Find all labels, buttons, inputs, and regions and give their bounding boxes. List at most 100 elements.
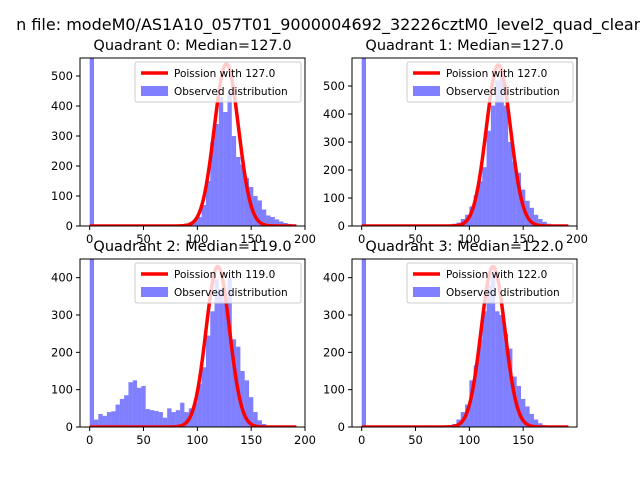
x-tick-label: 100 xyxy=(186,433,208,447)
axes-frame xyxy=(79,258,306,428)
histogram-bar xyxy=(477,339,483,427)
y-tick-label: 200 xyxy=(323,345,345,359)
legend: Poission with 127.0 Observed distribution xyxy=(134,61,302,103)
histogram-bar xyxy=(223,300,228,427)
histogram-bar xyxy=(197,384,202,427)
x-tick-label: 0 xyxy=(86,232,93,246)
y-tick-label: 0 xyxy=(66,420,73,434)
histogram-bar xyxy=(270,217,275,226)
legend-label: Observed distribution xyxy=(446,86,560,98)
histogram-bar xyxy=(162,417,168,427)
histogram-bar xyxy=(490,105,496,226)
plot-area xyxy=(88,58,298,226)
histogram-bar xyxy=(538,219,543,226)
histogram-bar xyxy=(128,382,133,427)
x-tick-label: 150 xyxy=(512,433,534,447)
figure-suptitle: n file: modeM0/AS1A10_057T01_9000004692_… xyxy=(16,15,640,35)
histogram-bar xyxy=(89,58,94,226)
histogram-bar xyxy=(218,97,224,226)
x-tick-label: 150 xyxy=(240,433,262,447)
axes-frame xyxy=(79,57,306,227)
histogram-bar xyxy=(244,178,250,226)
y-tick-label: 400 xyxy=(51,271,73,285)
histogram-bar xyxy=(98,413,103,427)
histogram-bar xyxy=(180,402,185,427)
histogram-bar xyxy=(249,397,254,427)
x-tick-label: 50 xyxy=(408,433,423,447)
x-tick-label: 150 xyxy=(240,232,262,246)
y-tick-label: 300 xyxy=(323,308,345,322)
x-tick-label: 200 xyxy=(566,232,588,246)
y-tick-label: 400 xyxy=(51,99,73,113)
histogram-bar xyxy=(124,395,129,427)
histogram-bar xyxy=(167,408,172,427)
histogram-bar xyxy=(490,273,496,427)
legend-label: Poission with 119.0 xyxy=(174,269,275,281)
histogram-bar xyxy=(495,311,500,427)
histogram-bar xyxy=(499,74,504,226)
subplot-quadrant-1: 0 50 100 150 200 0 100 200 300 400 500 Quadrant 1: … xyxy=(323,38,588,246)
y-tick-label: 0 xyxy=(338,219,345,233)
histogram-bar xyxy=(508,142,513,226)
plot-area xyxy=(88,259,298,427)
y-tick-label: 500 xyxy=(323,79,345,93)
histogram-bar xyxy=(503,333,509,427)
x-tick-label: 100 xyxy=(458,433,480,447)
x-tick-label: 200 xyxy=(294,433,316,447)
histogram-bar xyxy=(240,371,245,427)
subplot-title: Quadrant 1: Median=127.0 xyxy=(365,38,563,54)
legend-label: Poission with 127.0 xyxy=(174,68,275,80)
x-tick-label: 0 xyxy=(86,433,93,447)
histogram-bar xyxy=(214,124,219,226)
histogram-bar xyxy=(361,259,366,427)
histogram-bar xyxy=(469,380,474,427)
histogram-bar xyxy=(236,157,241,226)
histogram-bar xyxy=(244,380,250,427)
histogram-bar xyxy=(137,387,142,427)
histogram-bar xyxy=(227,91,232,226)
y-tick-label: 100 xyxy=(323,383,345,397)
histogram-bar xyxy=(149,410,155,427)
x-tick-label: 150 xyxy=(512,232,534,246)
histogram-bar xyxy=(529,413,534,427)
histogram-bar xyxy=(145,409,150,427)
y-tick-label: 500 xyxy=(51,69,73,83)
y-tick-label: 400 xyxy=(323,107,345,121)
y-tick-label: 300 xyxy=(323,135,345,149)
histogram-bar xyxy=(279,221,284,226)
y-tick-label: 200 xyxy=(51,345,73,359)
x-tick-label: 100 xyxy=(458,232,480,246)
histogram-bar xyxy=(525,406,530,427)
histogram-bar xyxy=(482,311,487,427)
subplot-title: Quadrant 3: Median=122.0 xyxy=(365,239,563,255)
x-tick-label: 0 xyxy=(358,232,365,246)
histogram-bar xyxy=(274,219,280,226)
histogram-bar xyxy=(473,365,478,427)
histogram-bar xyxy=(257,420,262,427)
histogram-bar xyxy=(158,412,163,427)
histogram-bar xyxy=(227,277,232,427)
x-tick-label: 100 xyxy=(186,232,208,246)
histogram-bar xyxy=(106,412,112,427)
plot-area xyxy=(360,58,570,226)
histogram-bar xyxy=(197,217,202,226)
histogram-bar xyxy=(205,181,211,226)
y-tick-label: 200 xyxy=(51,159,73,173)
histogram-bar xyxy=(115,404,120,427)
subplot-title: Quadrant 0: Median=127.0 xyxy=(93,38,291,54)
y-tick-label: 300 xyxy=(51,129,73,143)
histogram-bar xyxy=(93,419,99,427)
y-tick-label: 100 xyxy=(51,189,73,203)
histogram-bar xyxy=(201,205,206,226)
histogram-bar xyxy=(171,412,176,427)
histogram-bar xyxy=(482,167,487,226)
histogram-bar xyxy=(223,112,228,226)
subplot-quadrant-3: 0 50 100 150 0 100 200 300 400 Quadrant 3: Median… xyxy=(323,239,578,447)
y-tick-label: 100 xyxy=(51,383,73,397)
histogram-bar xyxy=(231,136,237,226)
legend-label: Observed distribution xyxy=(446,287,560,299)
histogram-bar xyxy=(210,311,215,427)
x-tick-label: 50 xyxy=(408,232,423,246)
legend: Poission with 122.0 Observed distribution xyxy=(406,262,574,304)
